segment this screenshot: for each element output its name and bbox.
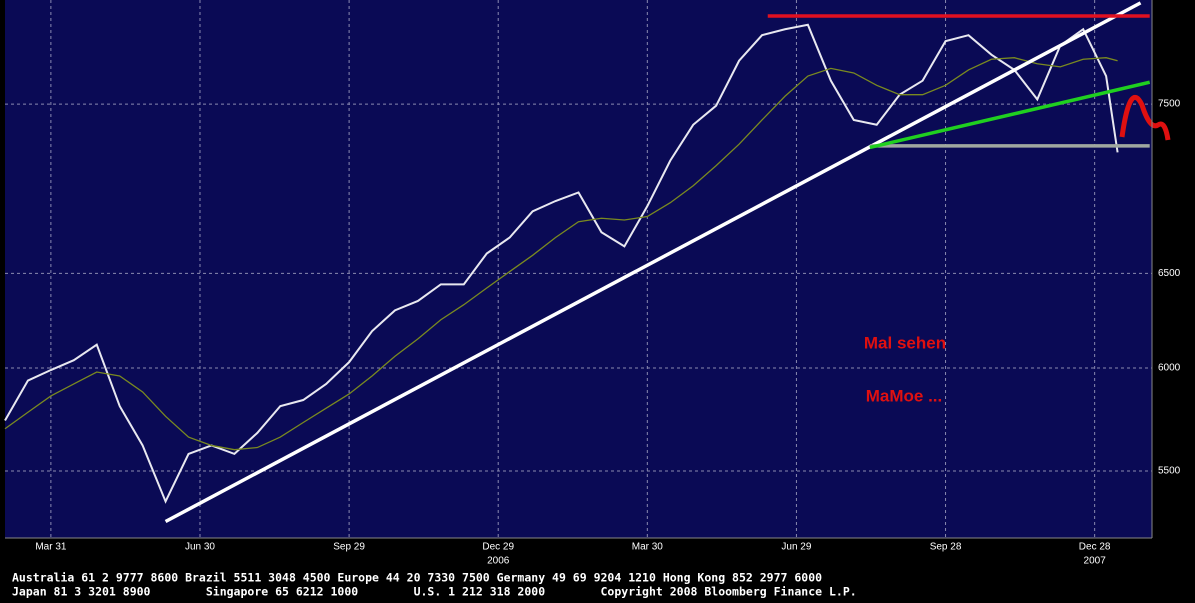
- annotation: MaMoe ...: [866, 386, 943, 405]
- footer-line: Japan 81 3 3201 8900 Singapore 65 6212 1…: [12, 585, 857, 599]
- marks: [4, 1, 1151, 524]
- y-tick-label: 6000: [1158, 363, 1181, 374]
- annotation: Mal sehen: [864, 333, 946, 352]
- series-line: [4, 57, 1118, 451]
- year-label: 2006: [487, 556, 510, 567]
- series-line: [4, 23, 1119, 504]
- y-tick-label: 7500: [1158, 99, 1181, 110]
- x-tick-label: Dec 28: [1079, 542, 1111, 553]
- x-tick-label: Sep 28: [930, 542, 962, 553]
- freehand-curve: [1119, 94, 1171, 141]
- trend-line: [869, 80, 1151, 150]
- trend-line: [164, 1, 1142, 524]
- x-tick-label: Dec 29: [482, 542, 514, 553]
- footer-line: Australia 61 2 9777 8600 Brazil 5511 304…: [12, 571, 822, 585]
- year-label: 2007: [1084, 556, 1107, 567]
- y-tick-label: 5500: [1158, 466, 1181, 477]
- x-tick-label: Jun 30: [185, 542, 215, 553]
- x-tick-label: Mar 30: [632, 542, 664, 553]
- x-tick-label: Mar 31: [35, 542, 67, 553]
- grid: [5, 0, 1152, 538]
- x-tick-label: Sep 29: [333, 542, 365, 553]
- plot-area: [5, 0, 1152, 538]
- x-tick-label: Jun 29: [781, 542, 811, 553]
- y-tick-label: 6500: [1158, 268, 1181, 279]
